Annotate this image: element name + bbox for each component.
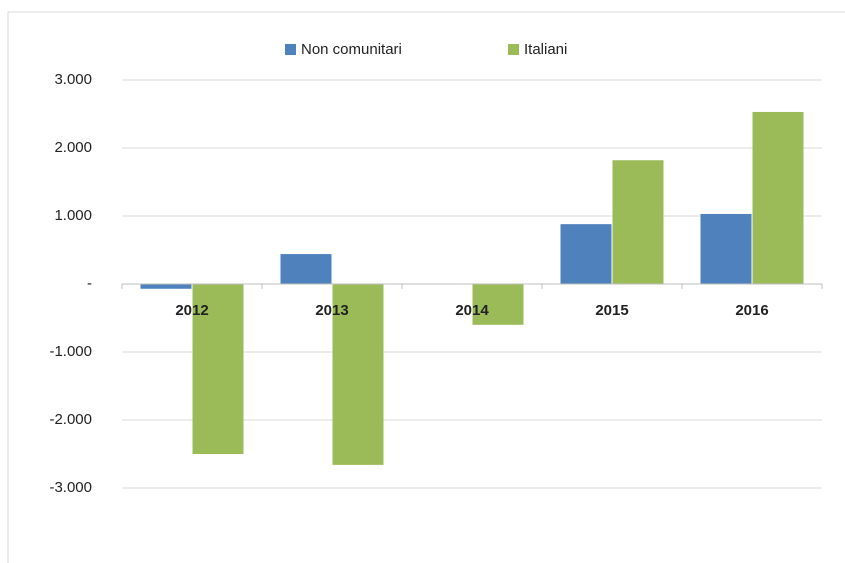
y-tick-label: -1.000 (49, 343, 92, 360)
y-tick-label: - (87, 275, 92, 292)
bar (280, 254, 332, 284)
legend-label: Italiani (524, 41, 567, 58)
y-tick-label: 1.000 (54, 207, 92, 224)
bar (560, 224, 612, 284)
y-tick-label: 3.000 (54, 71, 92, 88)
y-tick-label: 2.000 (54, 139, 92, 156)
x-tick-label: 2014 (455, 302, 489, 319)
bar (752, 111, 804, 285)
bar (332, 284, 384, 465)
x-tick-label: 2013 (315, 302, 348, 319)
bar (472, 284, 524, 325)
x-tick-label: 2016 (735, 302, 768, 319)
legend-swatch (285, 44, 296, 55)
y-tick-label: -2.000 (49, 411, 92, 428)
x-tick-label: 2012 (175, 302, 208, 319)
bar (140, 284, 192, 289)
bar (700, 213, 752, 284)
legend-swatch (508, 44, 519, 55)
y-tick-label: -3.000 (49, 479, 92, 496)
legend-label: Non comunitari (301, 41, 402, 58)
bar (612, 160, 664, 284)
chart-frame (7, 11, 845, 563)
x-tick-label: 2015 (595, 302, 628, 319)
bar (192, 284, 244, 454)
